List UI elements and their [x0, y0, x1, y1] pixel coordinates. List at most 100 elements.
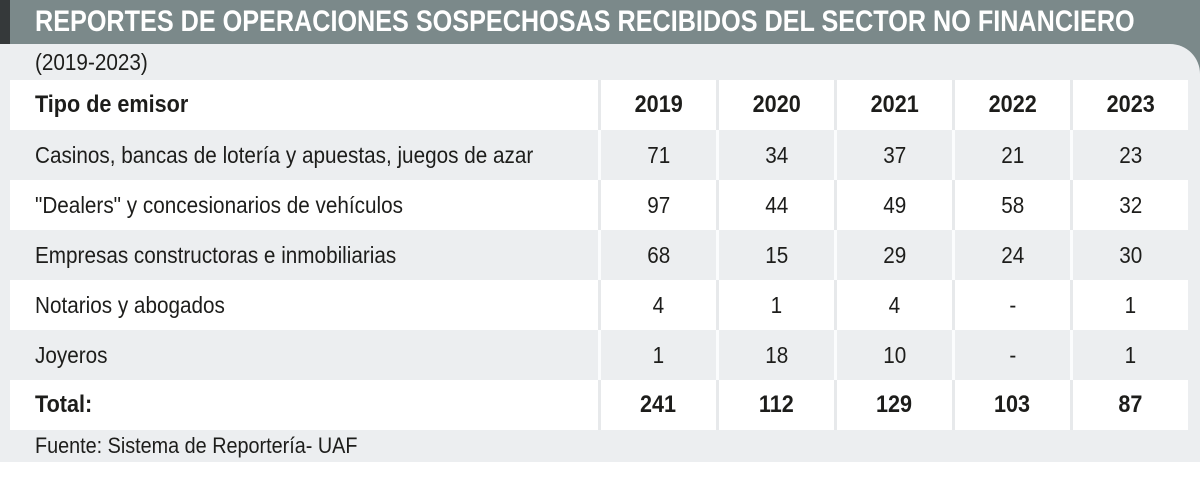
- value-cell: 58: [952, 180, 1070, 230]
- value-cell: 1: [598, 330, 716, 380]
- value-cell: 68: [598, 230, 716, 280]
- value-cell: 29: [834, 230, 952, 280]
- cell-value: 2021: [870, 91, 919, 118]
- cell-value: 112: [759, 391, 794, 418]
- cell-value: 58: [1000, 191, 1025, 218]
- value-cell: 37: [834, 130, 952, 180]
- value-cell: 87: [1070, 380, 1188, 430]
- value-cell: 129: [834, 380, 952, 430]
- row-label-cell: Tipo de emisor: [10, 80, 598, 130]
- value-cell: 21: [952, 130, 1070, 180]
- value-cell: 23: [1070, 130, 1188, 180]
- cell-value: 18: [764, 341, 789, 368]
- row-label-cell: Notarios y abogados: [10, 280, 598, 330]
- table-header-row: Tipo de emisor 2019 2020 2021 2022 2023: [10, 80, 1188, 130]
- cell-value: 97: [646, 191, 671, 218]
- table-row: "Dealers" y concesionarios de vehículos 9…: [10, 180, 1188, 230]
- table-row: Joyeros 1 18 10 - 1: [10, 330, 1188, 380]
- cell-value: 241: [640, 391, 677, 418]
- value-cell: 4: [598, 280, 716, 330]
- cell-value: 37: [882, 141, 907, 168]
- source-note: Fuente: Sistema de Reportería- UAF: [35, 433, 358, 458]
- value-cell: 32: [1070, 180, 1188, 230]
- table-total-row: Total: 241 112 129 103 87: [10, 380, 1188, 430]
- subtitle: (2019-2023): [35, 48, 148, 75]
- title-bar: REPORTES DE OPERACIONES SOSPECHOSAS RECI…: [0, 0, 1200, 44]
- cell-value: 4: [652, 291, 665, 318]
- row-label-cell: Joyeros: [10, 330, 598, 380]
- value-cell: 10: [834, 330, 952, 380]
- accent-bar: [0, 0, 10, 44]
- cell-value: 29: [882, 241, 907, 268]
- cell-value: 34: [764, 141, 789, 168]
- value-cell: 44: [716, 180, 834, 230]
- value-cell: 2019: [598, 80, 716, 130]
- value-cell: 2020: [716, 80, 834, 130]
- value-cell: 2021: [834, 80, 952, 130]
- value-cell: 49: [834, 180, 952, 230]
- cell-value: 2022: [988, 91, 1037, 118]
- table-row: Casinos, bancas de lotería y apuestas, j…: [10, 130, 1188, 180]
- value-cell: 1: [716, 280, 834, 330]
- page-title: REPORTES DE OPERACIONES SOSPECHOSAS RECI…: [35, 5, 1135, 38]
- cell-value: 87: [1118, 391, 1143, 418]
- cell-value: 44: [764, 191, 789, 218]
- cell-value: 71: [646, 141, 671, 168]
- row-label: Casinos, bancas de lotería y apuestas, j…: [35, 141, 534, 168]
- value-cell: 15: [716, 230, 834, 280]
- value-cell: 18: [716, 330, 834, 380]
- value-cell: 34: [716, 130, 834, 180]
- cell-value: 15: [764, 241, 789, 268]
- table-row: Empresas constructoras e inmobiliarias 68…: [10, 230, 1188, 280]
- cell-value: 23: [1118, 141, 1143, 168]
- cell-value: 1: [1124, 291, 1137, 318]
- cell-value: 21: [1000, 141, 1025, 168]
- cell-value: 103: [994, 391, 1031, 418]
- cell-value: 68: [646, 241, 671, 268]
- value-cell: 2023: [1070, 80, 1188, 130]
- cell-value: 10: [882, 341, 907, 368]
- value-cell: 112: [716, 380, 834, 430]
- value-cell: -: [952, 330, 1070, 380]
- row-label: Total:: [35, 391, 93, 418]
- value-cell: 103: [952, 380, 1070, 430]
- value-cell: 2022: [952, 80, 1070, 130]
- value-cell: 24: [952, 230, 1070, 280]
- cell-value: 32: [1118, 191, 1143, 218]
- cell-value: -: [1009, 291, 1016, 318]
- value-cell: 4: [834, 280, 952, 330]
- row-label-cell: Casinos, bancas de lotería y apuestas, j…: [10, 130, 598, 180]
- cell-value: -: [1009, 341, 1016, 368]
- cell-value: 4: [888, 291, 901, 318]
- row-label-cell: "Dealers" y concesionarios de vehículos: [10, 180, 598, 230]
- source-row: Fuente: Sistema de Reportería- UAF: [0, 430, 1200, 462]
- row-label: Tipo de emisor: [35, 91, 189, 118]
- value-cell: 97: [598, 180, 716, 230]
- row-label-cell: Total:: [10, 380, 598, 430]
- value-cell: 71: [598, 130, 716, 180]
- cell-value: 1: [652, 341, 665, 368]
- cell-value: 2023: [1106, 91, 1155, 118]
- row-label: "Dealers" y concesionarios de vehículos: [35, 191, 403, 218]
- cell-value: 2019: [634, 91, 683, 118]
- cell-value: 1: [770, 291, 783, 318]
- value-cell: 30: [1070, 230, 1188, 280]
- value-cell: 241: [598, 380, 716, 430]
- subtitle-row: (2019-2023): [0, 44, 1200, 80]
- row-label-cell: Empresas constructoras e inmobiliarias: [10, 230, 598, 280]
- row-label: Empresas constructoras e inmobiliarias: [35, 241, 397, 268]
- value-cell: -: [952, 280, 1070, 330]
- value-cell: 1: [1070, 330, 1188, 380]
- table-row: Notarios y abogados 4 1 4 - 1: [10, 280, 1188, 330]
- cell-value: 2020: [752, 91, 801, 118]
- content-panel: (2019-2023) Tipo de emisor 2019 2020 2021 20…: [0, 44, 1200, 462]
- cell-value: 1: [1124, 341, 1137, 368]
- row-label: Joyeros: [35, 341, 108, 368]
- row-label: Notarios y abogados: [35, 291, 225, 318]
- cell-value: 129: [876, 391, 913, 418]
- cell-value: 30: [1118, 241, 1143, 268]
- cell-value: 24: [1000, 241, 1025, 268]
- cell-value: 49: [882, 191, 907, 218]
- ros-table: Tipo de emisor 2019 2020 2021 2022 2023 Casino…: [0, 80, 1200, 430]
